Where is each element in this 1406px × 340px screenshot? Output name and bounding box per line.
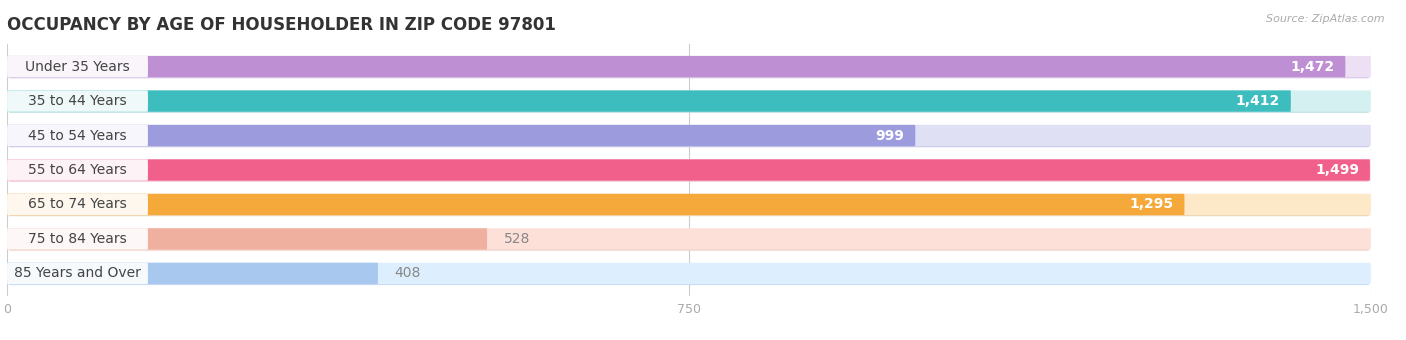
FancyBboxPatch shape bbox=[7, 263, 378, 284]
FancyBboxPatch shape bbox=[7, 228, 1371, 250]
FancyBboxPatch shape bbox=[7, 56, 148, 77]
FancyBboxPatch shape bbox=[7, 159, 1369, 181]
FancyBboxPatch shape bbox=[7, 194, 1184, 215]
Text: 1,412: 1,412 bbox=[1236, 94, 1279, 108]
FancyBboxPatch shape bbox=[7, 159, 148, 181]
FancyBboxPatch shape bbox=[7, 56, 1371, 77]
Text: 65 to 74 Years: 65 to 74 Years bbox=[28, 198, 127, 211]
FancyBboxPatch shape bbox=[8, 160, 1369, 182]
FancyBboxPatch shape bbox=[7, 90, 1291, 112]
Text: 85 Years and Over: 85 Years and Over bbox=[14, 267, 141, 280]
FancyBboxPatch shape bbox=[7, 263, 1371, 284]
FancyBboxPatch shape bbox=[7, 194, 1371, 215]
FancyBboxPatch shape bbox=[8, 195, 1369, 216]
FancyBboxPatch shape bbox=[8, 229, 1369, 251]
FancyBboxPatch shape bbox=[8, 91, 1369, 113]
FancyBboxPatch shape bbox=[7, 125, 1371, 146]
Text: 1,295: 1,295 bbox=[1129, 198, 1174, 211]
Text: 35 to 44 Years: 35 to 44 Years bbox=[28, 94, 127, 108]
FancyBboxPatch shape bbox=[7, 159, 1371, 181]
Text: 528: 528 bbox=[503, 232, 530, 246]
FancyBboxPatch shape bbox=[7, 56, 1346, 77]
FancyBboxPatch shape bbox=[7, 194, 148, 215]
FancyBboxPatch shape bbox=[8, 57, 1369, 78]
Text: 75 to 84 Years: 75 to 84 Years bbox=[28, 232, 127, 246]
FancyBboxPatch shape bbox=[7, 228, 148, 250]
FancyBboxPatch shape bbox=[7, 228, 486, 250]
FancyBboxPatch shape bbox=[7, 90, 148, 112]
FancyBboxPatch shape bbox=[7, 125, 148, 146]
Text: 999: 999 bbox=[876, 129, 904, 142]
FancyBboxPatch shape bbox=[7, 263, 148, 284]
FancyBboxPatch shape bbox=[7, 125, 915, 146]
Text: 408: 408 bbox=[394, 267, 420, 280]
Text: 55 to 64 Years: 55 to 64 Years bbox=[28, 163, 127, 177]
Text: Under 35 Years: Under 35 Years bbox=[25, 59, 129, 73]
FancyBboxPatch shape bbox=[8, 126, 1369, 147]
Text: Source: ZipAtlas.com: Source: ZipAtlas.com bbox=[1267, 14, 1385, 23]
FancyBboxPatch shape bbox=[8, 264, 1369, 285]
FancyBboxPatch shape bbox=[7, 90, 1371, 112]
Text: OCCUPANCY BY AGE OF HOUSEHOLDER IN ZIP CODE 97801: OCCUPANCY BY AGE OF HOUSEHOLDER IN ZIP C… bbox=[7, 16, 555, 34]
Text: 45 to 54 Years: 45 to 54 Years bbox=[28, 129, 127, 142]
Text: 1,472: 1,472 bbox=[1291, 59, 1334, 73]
Text: 1,499: 1,499 bbox=[1315, 163, 1360, 177]
